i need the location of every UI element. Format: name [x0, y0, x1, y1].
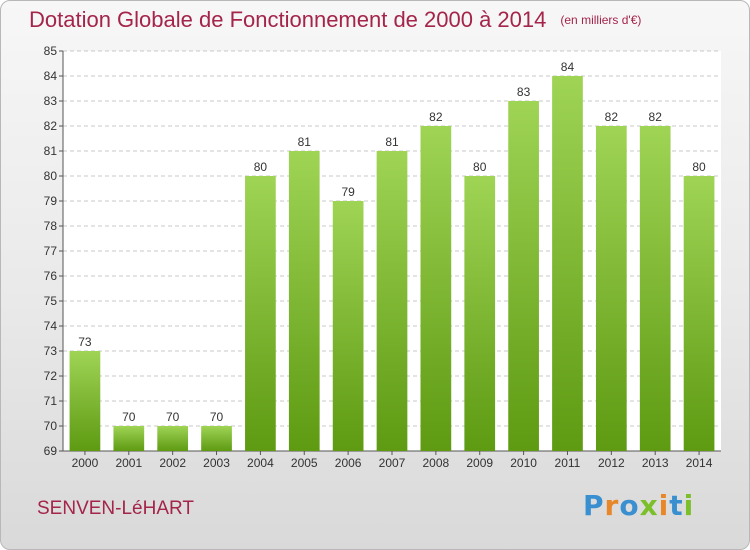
data-label-2009: 80 — [473, 160, 487, 174]
bar-2004 — [245, 176, 276, 451]
data-label-2000: 73 — [78, 335, 92, 349]
bar-2010 — [508, 101, 539, 451]
commune-name: SENVEN-LéHART — [37, 498, 194, 519]
y-tick-label: 69 — [44, 444, 58, 458]
data-label-2001: 70 — [122, 410, 136, 424]
x-tick-label-2001: 2001 — [115, 456, 142, 470]
x-tick-label-2009: 2009 — [466, 456, 493, 470]
x-tick-label-2014: 2014 — [686, 456, 713, 470]
bar-2006 — [332, 201, 364, 451]
bars — [69, 76, 715, 451]
y-tick-label: 78 — [44, 219, 58, 233]
y-tick-label: 75 — [44, 294, 58, 308]
y-tick-label: 76 — [44, 269, 58, 283]
bar-2014 — [683, 176, 715, 451]
x-tick-label-2011: 2011 — [555, 456, 581, 470]
data-label-2007: 81 — [385, 135, 399, 149]
y-tick-label: 79 — [44, 194, 58, 208]
y-tick-label: 77 — [44, 244, 58, 258]
data-label-2014: 80 — [692, 160, 706, 174]
y-tick-label: 80 — [44, 169, 58, 183]
bar-2003 — [201, 426, 232, 451]
x-tick-label-2012: 2012 — [598, 456, 625, 470]
logo-letter: i — [683, 489, 695, 522]
x-tick-label-2005: 2005 — [291, 456, 318, 470]
bar-2007 — [376, 151, 408, 451]
data-label-2002: 70 — [166, 410, 180, 424]
bar-2013 — [639, 126, 671, 451]
y-tick-label: 83 — [44, 94, 58, 108]
logo-letter: x — [639, 489, 659, 522]
y-tick-label: 74 — [44, 319, 58, 333]
bar-2009 — [464, 176, 496, 451]
y-tick-label: 70 — [44, 419, 58, 433]
logo-letter: r — [604, 489, 620, 522]
x-tick-label-2010: 2010 — [510, 456, 537, 470]
y-tick-label: 71 — [44, 394, 58, 408]
labels: 69 70 71 72 73 74 75 76 77 78 79 80 81 82 83 84 85 73 2000… — [44, 44, 713, 470]
data-label-2003: 70 — [210, 410, 224, 424]
chart-unit-label: (en milliers d'€) — [560, 13, 642, 27]
x-tick-label-2004: 2004 — [247, 456, 274, 470]
data-label-2004: 80 — [254, 160, 268, 174]
logo-letter: i — [658, 489, 670, 522]
logo-letter: t — [669, 489, 684, 522]
data-label-2006: 79 — [341, 185, 355, 199]
y-tick-label: 84 — [44, 69, 58, 83]
logo-letter: o — [619, 489, 640, 522]
x-tick-label-2000: 2000 — [72, 456, 99, 470]
bar-2005 — [288, 151, 320, 451]
bar-2002 — [157, 426, 189, 451]
proxiti-logo: Proxiti — [583, 489, 694, 522]
y-tick-label: 72 — [44, 369, 58, 383]
logo-letter: P — [583, 489, 605, 522]
x-tick-label-2008: 2008 — [423, 456, 450, 470]
y-tick-label: 82 — [44, 119, 58, 133]
x-tick-label-2003: 2003 — [203, 456, 230, 470]
data-label-2010: 83 — [517, 85, 531, 99]
x-tick-label-2006: 2006 — [335, 456, 362, 470]
data-label-2012: 82 — [605, 110, 619, 124]
x-tick-label-2013: 2013 — [642, 456, 669, 470]
bar-2008 — [420, 126, 452, 451]
x-tick-label-2007: 2007 — [379, 456, 406, 470]
y-tick-label: 73 — [44, 344, 58, 358]
data-label-2008: 82 — [429, 110, 443, 124]
data-label-2005: 81 — [298, 135, 312, 149]
chart-title-text: Dotation Globale de Fonctionnement de 20… — [29, 7, 547, 32]
x-tick-label-2002: 2002 — [159, 456, 186, 470]
bar-2012 — [595, 126, 627, 451]
bar-2001 — [113, 426, 145, 451]
data-label-2011: 84 — [561, 60, 575, 74]
chart-title: Dotation Globale de Fonctionnement de 20… — [29, 7, 641, 33]
bar-2000 — [69, 351, 101, 451]
y-tick-label: 81 — [44, 144, 58, 158]
bar-2011 — [552, 76, 583, 451]
data-label-2013: 82 — [649, 110, 663, 124]
y-tick-label: 85 — [44, 44, 58, 58]
